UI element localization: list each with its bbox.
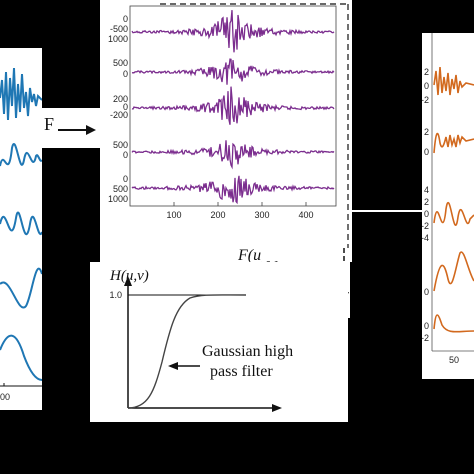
filter-panel: H(u,v) 1.0 Gaussian high pass filter	[90, 262, 348, 422]
filter-annotation-arrowhead	[168, 362, 178, 370]
right-xtick-50: 50	[449, 355, 459, 365]
ytick-r3-b: 0	[123, 102, 128, 112]
left-signal-plots: 00	[0, 67, 42, 402]
xtick-300: 300	[254, 210, 269, 220]
spectrum-panel: 0 -500 1000 500 0 200 0 -200 500 0 0 500…	[100, 0, 352, 262]
ytick-r1-c: 1000	[108, 34, 128, 44]
left-signal-row-4	[0, 267, 42, 309]
filter-annotation-line2: pass filter	[210, 363, 273, 380]
right-ytick-9: -2	[422, 221, 429, 231]
xtick-100: 100	[166, 210, 181, 220]
right-signal-row-4	[433, 251, 474, 292]
left-panel-caption: F	[42, 108, 100, 148]
right-signal-row-1	[433, 66, 474, 96]
right-ytick-10: -4	[422, 233, 429, 243]
spectrum-plot-frame	[129, 5, 337, 207]
filter-ylabel: H(u,v)	[109, 268, 149, 284]
filter-annotation-line1: Gaussian high	[202, 343, 293, 360]
right-ytick-6: 4	[424, 185, 429, 195]
filter-ytick: 1.0	[109, 290, 122, 300]
ytick-r3-c: -200	[110, 110, 128, 120]
filter-x-arrow	[272, 404, 282, 412]
left-x-tick-label: 00	[0, 392, 10, 402]
right-ytick-3: -2	[422, 95, 429, 105]
filter-plot: H(u,v) 1.0 Gaussian high pass filter	[109, 268, 293, 412]
xtick-200: 200	[210, 210, 225, 220]
ytick-r4-a: 500	[113, 140, 128, 150]
right-signal-plots: 2 0 -2 2 0 4 2 0 -2 -4 0 0 -2 50	[422, 33, 474, 365]
right-ytick-2: 0	[424, 81, 429, 91]
right-ytick-5: 0	[424, 147, 429, 157]
xtick-400: 400	[298, 210, 313, 220]
left-signal-row-1	[0, 67, 42, 121]
ytick-r2-a: 500	[113, 58, 128, 68]
left-panel-caption-text: F	[44, 114, 55, 134]
connector-to-right	[352, 210, 422, 212]
spectrum-plots: 0 -500 1000 500 0 200 0 -200 500 0 0 500…	[108, 3, 349, 262]
filter-y-arrow	[124, 276, 132, 286]
right-ytick-4: 2	[424, 127, 429, 137]
left-signal-row-3	[0, 211, 42, 236]
right-signal-row-3	[433, 201, 474, 226]
left-signal-row-2	[0, 143, 42, 167]
ytick-r1-b: -500	[110, 24, 128, 34]
ytick-r1-a: 0	[123, 14, 128, 24]
right-signal-row-5	[433, 314, 474, 333]
spectrum-row-3	[131, 86, 335, 125]
gaussian-highpass-curve	[127, 294, 247, 409]
left-signal-panel: 00	[0, 48, 42, 410]
right-signal-panel: 2 0 -2 2 0 4 2 0 -2 -4 0 0 -2 50	[422, 33, 474, 379]
right-ytick-1: 2	[424, 67, 429, 77]
right-ytick-12: 0	[424, 321, 429, 331]
ytick-r3-a: 200	[113, 94, 128, 104]
right-ytick-8: 0	[424, 209, 429, 219]
ytick-r5-a: 0	[123, 174, 128, 184]
spectrum-row-5	[131, 175, 335, 205]
arrow-to-top-panel	[58, 125, 96, 135]
ytick-r5-b: 500	[113, 184, 128, 194]
spectrum-row-2	[131, 58, 335, 85]
spectrum-row-1	[131, 10, 335, 53]
right-ytick-7: 2	[424, 197, 429, 207]
filter-xlabel: D(u,v)	[286, 401, 325, 417]
spectrum-x-ticks	[173, 202, 307, 206]
left-signal-row-5	[0, 334, 42, 381]
spectrum-row-4	[131, 140, 335, 170]
right-ytick-11: 0	[424, 287, 429, 297]
right-signal-row-2	[433, 132, 474, 154]
right-ytick-13: -2	[422, 333, 429, 343]
ytick-r4-b: 0	[123, 150, 128, 160]
ytick-r5-c: 1000	[108, 194, 128, 204]
ytick-r2-b: 0	[123, 69, 128, 79]
